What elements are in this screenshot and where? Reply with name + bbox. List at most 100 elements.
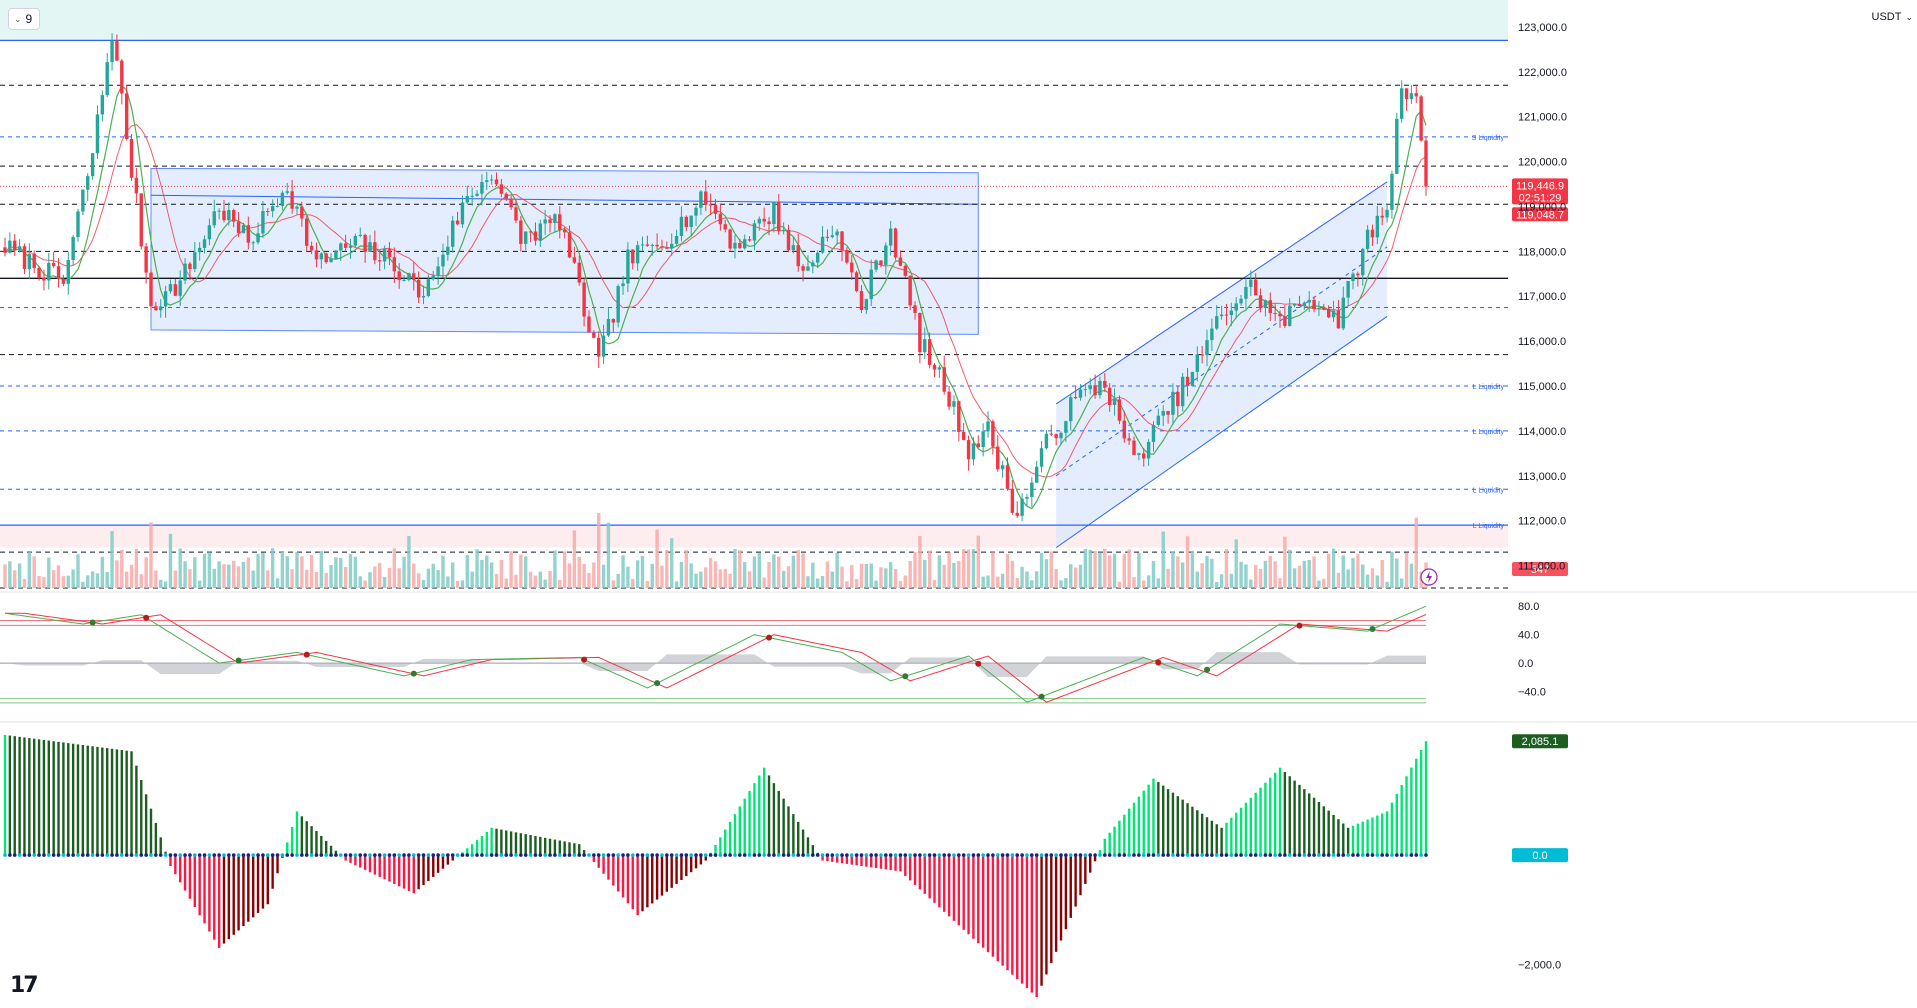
- volume-bar: [1030, 580, 1034, 588]
- candle: [1190, 371, 1195, 386]
- volume-bar: [674, 581, 679, 588]
- candle: [1166, 411, 1170, 415]
- candle: [159, 306, 163, 311]
- histogram-zero-dot: [1068, 853, 1073, 857]
- histogram-bar: [1361, 821, 1364, 856]
- volume-bar: [1180, 562, 1185, 588]
- tradingview-logo-icon[interactable]: 17: [10, 973, 39, 998]
- volume-bar: [1210, 558, 1214, 588]
- histogram-bar: [831, 855, 834, 862]
- histogram-bar: [67, 743, 70, 856]
- histogram-bar: [626, 855, 630, 904]
- volume-bar: [815, 578, 820, 588]
- histogram-bar: [675, 855, 678, 884]
- candle: [1346, 281, 1350, 298]
- candle: [854, 272, 859, 292]
- volume-bar: [1005, 554, 1010, 588]
- histogram-bar: [52, 741, 55, 856]
- candle: [986, 421, 990, 432]
- candle: [441, 254, 445, 267]
- histogram-zero-dot: [1039, 853, 1044, 857]
- candle: [796, 245, 800, 267]
- timeframe-selector[interactable]: ⌄ 9: [8, 8, 41, 30]
- histogram-bar: [188, 855, 192, 899]
- histogram-zero-dot: [197, 853, 202, 857]
- volume-bar: [329, 565, 333, 588]
- histogram-bar: [3, 734, 7, 856]
- candle: [1107, 387, 1112, 405]
- volume-bar: [840, 566, 844, 588]
- histogram-zero-dot: [95, 853, 100, 857]
- volume-bar: [207, 552, 212, 588]
- histogram-bar: [1366, 819, 1369, 856]
- histogram-bar: [762, 767, 766, 856]
- histogram-bar: [539, 836, 542, 856]
- volume-bar: [261, 552, 265, 588]
- candle: [1185, 376, 1190, 386]
- histogram-zero-dot: [416, 853, 421, 857]
- histogram-bar: [519, 833, 523, 856]
- histogram-bar: [1011, 855, 1014, 975]
- volume-bar: [825, 561, 830, 588]
- histogram-bar: [543, 837, 547, 856]
- histogram-bar: [996, 855, 999, 962]
- volume-bar: [183, 561, 187, 588]
- histogram-zero-dot: [669, 853, 674, 857]
- candle: [1215, 316, 1219, 329]
- histogram-zero-dot: [144, 853, 148, 857]
- crossover-dot: [303, 651, 310, 658]
- histogram-bar: [636, 855, 639, 916]
- volume-bar: [295, 552, 299, 588]
- level-price-badge: [1512, 207, 1568, 222]
- volume-bar: [747, 571, 752, 588]
- quote-currency-selector[interactable]: USDT ⌄: [1872, 7, 1914, 27]
- volume-bar: [1258, 568, 1263, 588]
- candle: [777, 201, 781, 231]
- volume-bar: [986, 575, 990, 588]
- histogram-zero-dot: [908, 853, 912, 857]
- candle: [378, 260, 382, 262]
- volume-bar: [562, 551, 567, 588]
- histogram-zero-dot: [655, 853, 659, 857]
- candle: [1049, 433, 1053, 435]
- histogram-zero-dot: [1132, 853, 1136, 857]
- candle: [825, 236, 830, 238]
- candle: [606, 319, 611, 336]
- histogram-bar: [1054, 855, 1058, 952]
- candle: [952, 401, 956, 407]
- candle: [1044, 433, 1049, 449]
- histogram-zero-dot: [932, 853, 937, 857]
- histogram-bar: [1283, 771, 1287, 856]
- candle: [1142, 453, 1146, 459]
- histogram-zero-dot: [976, 853, 981, 857]
- histogram-bar: [1020, 855, 1024, 984]
- histogram-bar: [140, 779, 143, 856]
- candle: [971, 443, 976, 460]
- histogram-bar: [1298, 784, 1301, 856]
- volume-bar: [1200, 563, 1204, 588]
- histogram-bar: [1166, 789, 1170, 856]
- volume-bar: [173, 570, 178, 588]
- histogram-bar: [553, 839, 557, 856]
- histogram-bar: [792, 814, 795, 856]
- candle: [966, 440, 971, 460]
- volume-bar: [1336, 572, 1341, 588]
- volume-bar: [1190, 550, 1195, 588]
- volume-bar: [966, 549, 971, 588]
- volume-bar: [163, 581, 168, 588]
- volume-bar: [1059, 580, 1063, 588]
- volume-bar: [1263, 560, 1268, 588]
- candle: [100, 95, 105, 115]
- candle: [1365, 229, 1370, 249]
- histogram-bar: [71, 743, 75, 856]
- volume-bar: [582, 563, 586, 588]
- volume-bar: [1307, 559, 1311, 588]
- histogram-bar: [621, 855, 625, 898]
- liquidity-label: L Liquidity: [1473, 523, 1505, 530]
- candle: [363, 234, 367, 252]
- histogram-zero-dot: [222, 853, 226, 857]
- oscillator-tick-label: 40.0: [1518, 630, 1539, 642]
- histogram-bar: [933, 855, 936, 903]
- histogram-bar: [1196, 810, 1199, 856]
